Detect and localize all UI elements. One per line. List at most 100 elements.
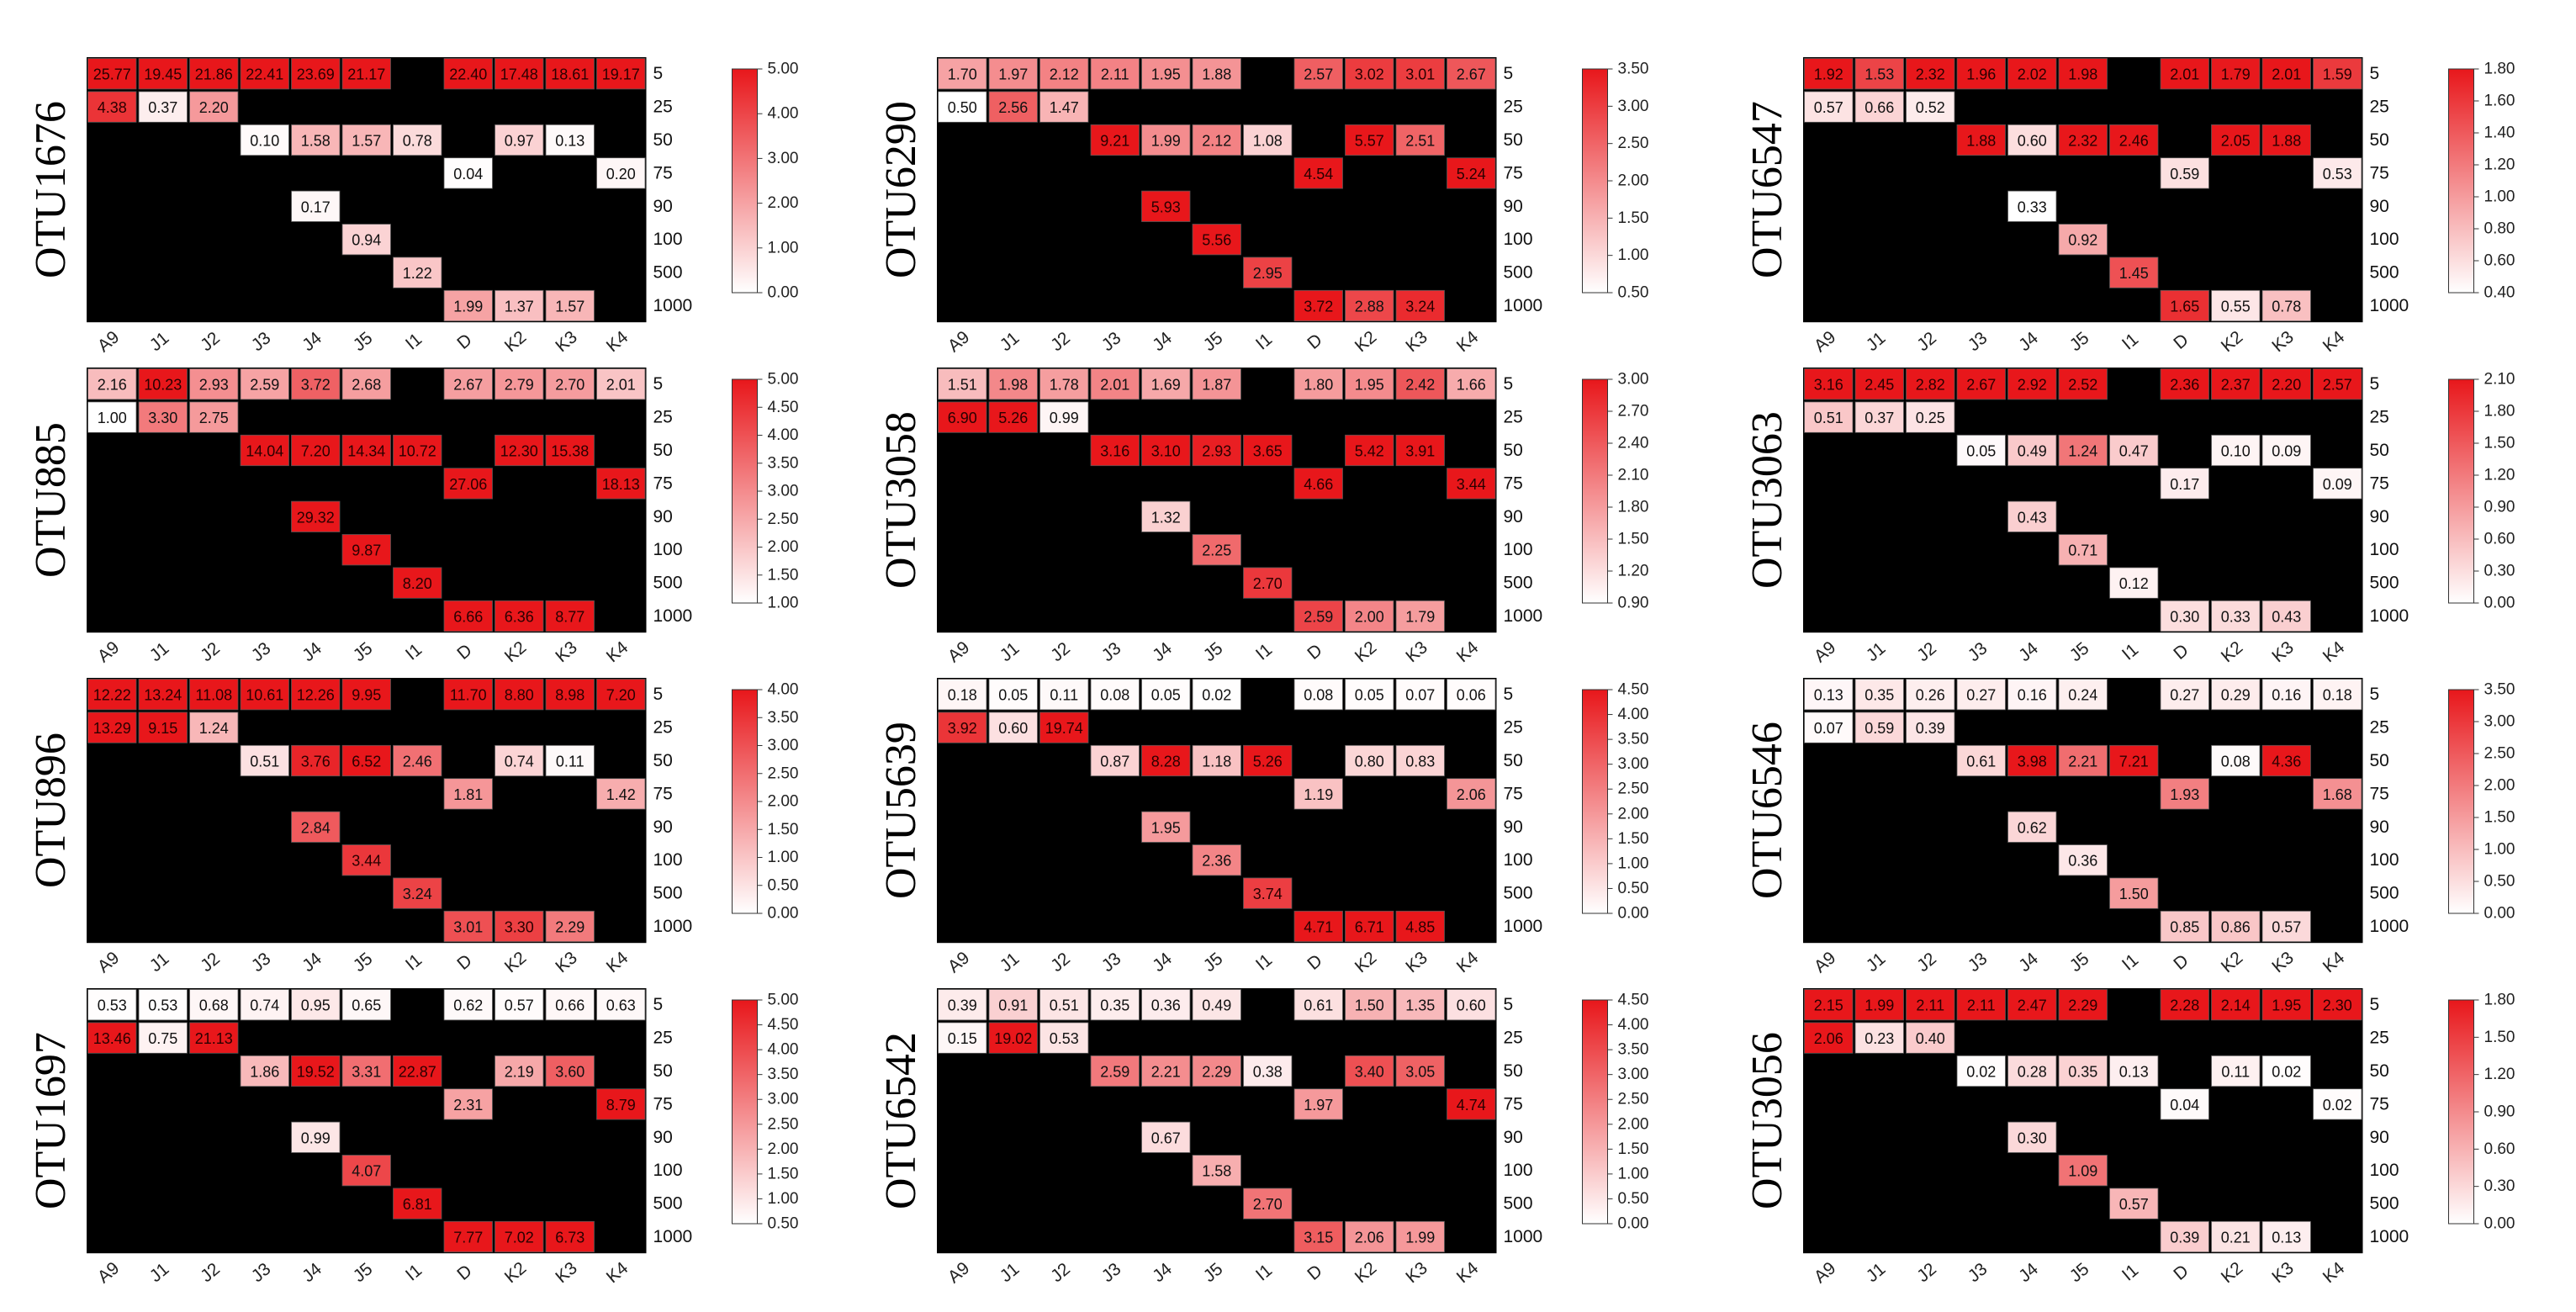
x-tick-label: J4 [1149, 638, 1176, 665]
cell-value-label: 10.72 [399, 443, 436, 460]
cell-value-label: 2.01 [606, 377, 636, 394]
cell-value-label: 2.52 [2068, 377, 2097, 394]
cell-value-label: 5.57 [1355, 133, 1384, 150]
cell-value-label: 1.37 [505, 299, 534, 315]
heatmap-cell [2211, 289, 2261, 322]
y-tick-label: 500 [653, 1194, 683, 1214]
heatmap-cell [443, 289, 493, 322]
heatmap-cell [291, 190, 341, 222]
y-tick-label: 50 [2370, 130, 2389, 150]
heatmap-cell [291, 500, 341, 532]
cell-value-label: 1.88 [1966, 133, 1996, 150]
colorbar-tick-label: 0.90 [1618, 595, 1649, 612]
heatmap-cell [938, 1022, 987, 1054]
colorbar-tick-label: 4.00 [1618, 1016, 1649, 1034]
cell-value-label: 2.02 [2018, 66, 2047, 83]
colorbar-tick-label: 1.00 [1618, 854, 1649, 872]
cell-value-label: 0.85 [2170, 919, 2199, 936]
cell-value-label: 9.15 [148, 720, 177, 737]
x-tick-label: D [1304, 1262, 1325, 1284]
heatmap-cell [1243, 567, 1293, 599]
heatmap-cell [1956, 124, 2006, 156]
heatmap-cell [240, 434, 289, 467]
heatmap-cell [1345, 600, 1394, 632]
cell-value-label: 22.41 [246, 66, 283, 83]
colorbar-tick-label: 3.50 [768, 1066, 799, 1083]
y-tick-label: 100 [2370, 230, 2399, 249]
cell-value-label: 4.07 [352, 1163, 381, 1180]
y-tick-label: 50 [653, 751, 673, 770]
heatmap-cell [87, 58, 137, 90]
cell-value-label: 2.31 [453, 1097, 483, 1114]
heatmap-cell [1293, 468, 1343, 500]
cell-value-label: 0.08 [2221, 754, 2251, 770]
colorbar [1582, 689, 1608, 914]
heatmap-cell [1192, 58, 1241, 90]
heatmap-cell [1854, 91, 1904, 123]
heatmap-cell [938, 712, 987, 743]
cell-value-label: 0.20 [606, 166, 636, 183]
heatmap-cell [1141, 744, 1191, 777]
cell-value-label: 1.78 [1050, 377, 1079, 394]
cell-value-label: 5.56 [1202, 232, 1231, 249]
cell-value-label: 2.16 [98, 377, 127, 394]
cell-value-label: 3.24 [403, 886, 432, 902]
cell-value-label: 0.39 [948, 997, 977, 1014]
x-tick-label: K2 [2218, 1258, 2246, 1287]
heatmap-cell [2007, 124, 2057, 156]
heatmap-cell [1293, 1088, 1343, 1120]
heatmap-cell [443, 679, 493, 711]
cell-value-label: 0.06 [1457, 687, 1486, 704]
cell-value-label: 25.77 [93, 66, 131, 83]
cell-value-label: 0.39 [1916, 720, 1945, 737]
heatmap-cell [341, 1155, 391, 1187]
heatmap-cell [1293, 368, 1343, 400]
heatmap-cell [2261, 600, 2311, 632]
heatmap-cell [1447, 1088, 1496, 1120]
cell-value-label: 0.66 [555, 997, 584, 1014]
colorbar-tick-label: 0.40 [2484, 284, 2515, 302]
colorbar-tick-label: 1.00 [2484, 188, 2515, 206]
colorbar-tick-label: 2.00 [768, 538, 799, 556]
y-tick-label: 25 [2370, 408, 2389, 427]
cell-value-label: 12.30 [500, 443, 538, 460]
heatmap-cell [1293, 778, 1343, 810]
y-tick-label: 90 [1504, 197, 1523, 216]
cell-value-label: 1.32 [1151, 509, 1181, 526]
heatmap-cell [443, 1088, 493, 1120]
y-tick-label: 90 [653, 197, 673, 216]
cell-value-label: 0.63 [606, 997, 636, 1014]
cell-value-label: 2.92 [2018, 377, 2047, 394]
colorbar-tick-label: 5.00 [768, 371, 799, 389]
y-tick-label: 90 [653, 1128, 673, 1147]
colorbar-tick-label: 3.50 [768, 709, 799, 727]
x-tick-label: J3 [1965, 1259, 1992, 1286]
heatmap-cell [2007, 434, 2057, 467]
cell-value-label: 3.65 [1253, 443, 1283, 460]
cell-value-label: 0.91 [998, 997, 1028, 1014]
heatmap-cell [1804, 401, 1854, 433]
cell-value-label: 3.10 [1151, 443, 1181, 460]
cell-value-label: 0.33 [2221, 609, 2251, 626]
cell-value-label: 18.13 [602, 476, 640, 493]
cell-value-label: 3.44 [1457, 476, 1486, 493]
colorbar-tick-label: 3.00 [1618, 371, 1649, 389]
cell-value-label: 18.61 [551, 66, 589, 83]
cell-value-label: 2.21 [2068, 754, 2097, 770]
cell-value-label: 2.36 [2170, 377, 2199, 394]
cell-value-label: 0.35 [2068, 1064, 2097, 1081]
x-tick-label: K4 [2319, 948, 2349, 976]
heatmap-cell [988, 58, 1038, 90]
cell-value-label: 23.69 [297, 66, 335, 83]
cell-value-label: 1.92 [1814, 66, 1843, 83]
x-tick-label: J5 [1200, 949, 1227, 976]
cell-value-label: 2.01 [2272, 66, 2301, 83]
x-tick-label: J1 [1863, 638, 1890, 665]
y-tick-label: 1000 [1504, 296, 1543, 315]
heatmap-cell [393, 1188, 442, 1219]
y-tick-label: 50 [653, 1061, 673, 1081]
heatmap-cell [1293, 989, 1343, 1021]
heatmap-cell [545, 58, 595, 90]
colorbar-tick-label: 4.00 [768, 105, 799, 123]
cell-value-label: 0.05 [1966, 443, 1996, 460]
